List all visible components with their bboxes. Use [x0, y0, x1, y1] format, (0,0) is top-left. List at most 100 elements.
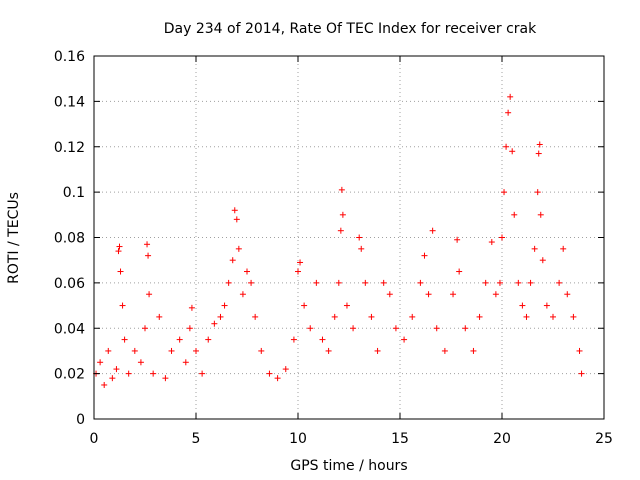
data-point	[258, 347, 265, 354]
y-tick-label: 0	[76, 412, 85, 428]
data-point	[162, 375, 169, 382]
data-point	[248, 279, 255, 286]
data-point	[560, 245, 567, 252]
data-points	[93, 93, 585, 388]
data-point	[556, 279, 563, 286]
x-tick-label: 25	[595, 431, 613, 447]
data-point	[156, 313, 163, 320]
data-point	[425, 291, 432, 298]
data-point	[297, 259, 304, 266]
data-point	[531, 245, 538, 252]
data-point	[233, 216, 240, 223]
data-point	[488, 239, 495, 246]
data-point	[274, 375, 281, 382]
data-point	[182, 359, 189, 366]
data-point	[535, 150, 542, 157]
data-point	[501, 189, 508, 196]
data-point	[362, 279, 369, 286]
data-point	[433, 325, 440, 332]
data-point	[168, 347, 175, 354]
data-point	[564, 291, 571, 298]
data-point	[454, 236, 461, 243]
y-tick-label: 0.14	[54, 94, 85, 110]
data-point	[117, 268, 124, 275]
data-point	[576, 347, 583, 354]
data-point	[339, 211, 346, 218]
data-point	[482, 279, 489, 286]
data-point	[550, 313, 556, 320]
data-point	[235, 245, 242, 252]
x-axis-label: GPS time / hours	[290, 458, 407, 474]
grid	[94, 56, 604, 419]
data-point	[145, 252, 152, 259]
data-point	[380, 279, 387, 286]
data-point	[319, 336, 326, 343]
data-point	[290, 336, 297, 343]
data-point	[221, 302, 228, 309]
data-point	[335, 279, 342, 286]
y-tick-label: 0.12	[54, 140, 85, 156]
x-tick-label: 20	[493, 431, 511, 447]
data-point	[137, 359, 144, 366]
data-point	[543, 302, 550, 309]
y-tick-label: 0.1	[63, 185, 85, 201]
data-point	[462, 325, 469, 332]
data-point	[205, 336, 212, 343]
data-point	[505, 109, 512, 116]
data-point	[239, 291, 246, 298]
data-point	[536, 141, 543, 148]
ticks: 0 0.02 0.04 0.06 0.08 0.1 0.12 0.14 0.16 0 5 10 15 20…	[54, 49, 613, 447]
data-point	[199, 370, 206, 377]
data-point	[456, 268, 463, 275]
data-point	[97, 359, 104, 366]
data-point	[358, 245, 365, 252]
y-tick-label: 0.06	[54, 276, 85, 292]
data-point	[105, 347, 112, 354]
data-point	[499, 234, 505, 241]
data-point	[121, 336, 128, 343]
data-point	[503, 143, 510, 150]
data-point	[225, 279, 232, 286]
y-tick-label: 0.02	[54, 367, 85, 383]
data-point	[350, 325, 357, 332]
data-point	[470, 347, 477, 354]
data-point	[211, 320, 218, 327]
data-point	[252, 313, 259, 320]
data-point	[539, 257, 546, 264]
data-point	[282, 366, 289, 373]
data-point	[188, 304, 195, 311]
data-point	[441, 347, 448, 354]
data-point	[295, 268, 301, 275]
data-point	[131, 347, 138, 354]
data-point	[450, 291, 457, 298]
data-point	[523, 313, 530, 320]
data-point	[519, 302, 526, 309]
data-point	[244, 268, 250, 275]
y-tick-label: 0.08	[54, 231, 85, 247]
x-tick-label: 0	[90, 431, 99, 447]
data-point	[343, 302, 350, 309]
data-point	[515, 279, 522, 286]
x-tick-label: 15	[391, 431, 409, 447]
data-point	[101, 381, 108, 388]
x-tick-label: 10	[289, 431, 307, 447]
data-point	[476, 313, 483, 320]
data-point	[109, 375, 116, 382]
data-point	[325, 347, 332, 354]
data-point	[113, 366, 120, 373]
data-point	[146, 291, 153, 298]
data-point	[313, 279, 320, 286]
y-axis-label: ROTI / TECUs	[6, 192, 22, 284]
data-point	[307, 325, 314, 332]
data-point	[374, 347, 381, 354]
data-point	[578, 370, 585, 377]
data-point	[229, 257, 236, 264]
data-point	[417, 279, 424, 286]
data-point	[150, 370, 157, 377]
data-point	[356, 234, 363, 241]
data-point	[186, 325, 193, 332]
data-point	[527, 279, 534, 286]
data-point	[119, 302, 126, 309]
data-point	[386, 291, 393, 298]
